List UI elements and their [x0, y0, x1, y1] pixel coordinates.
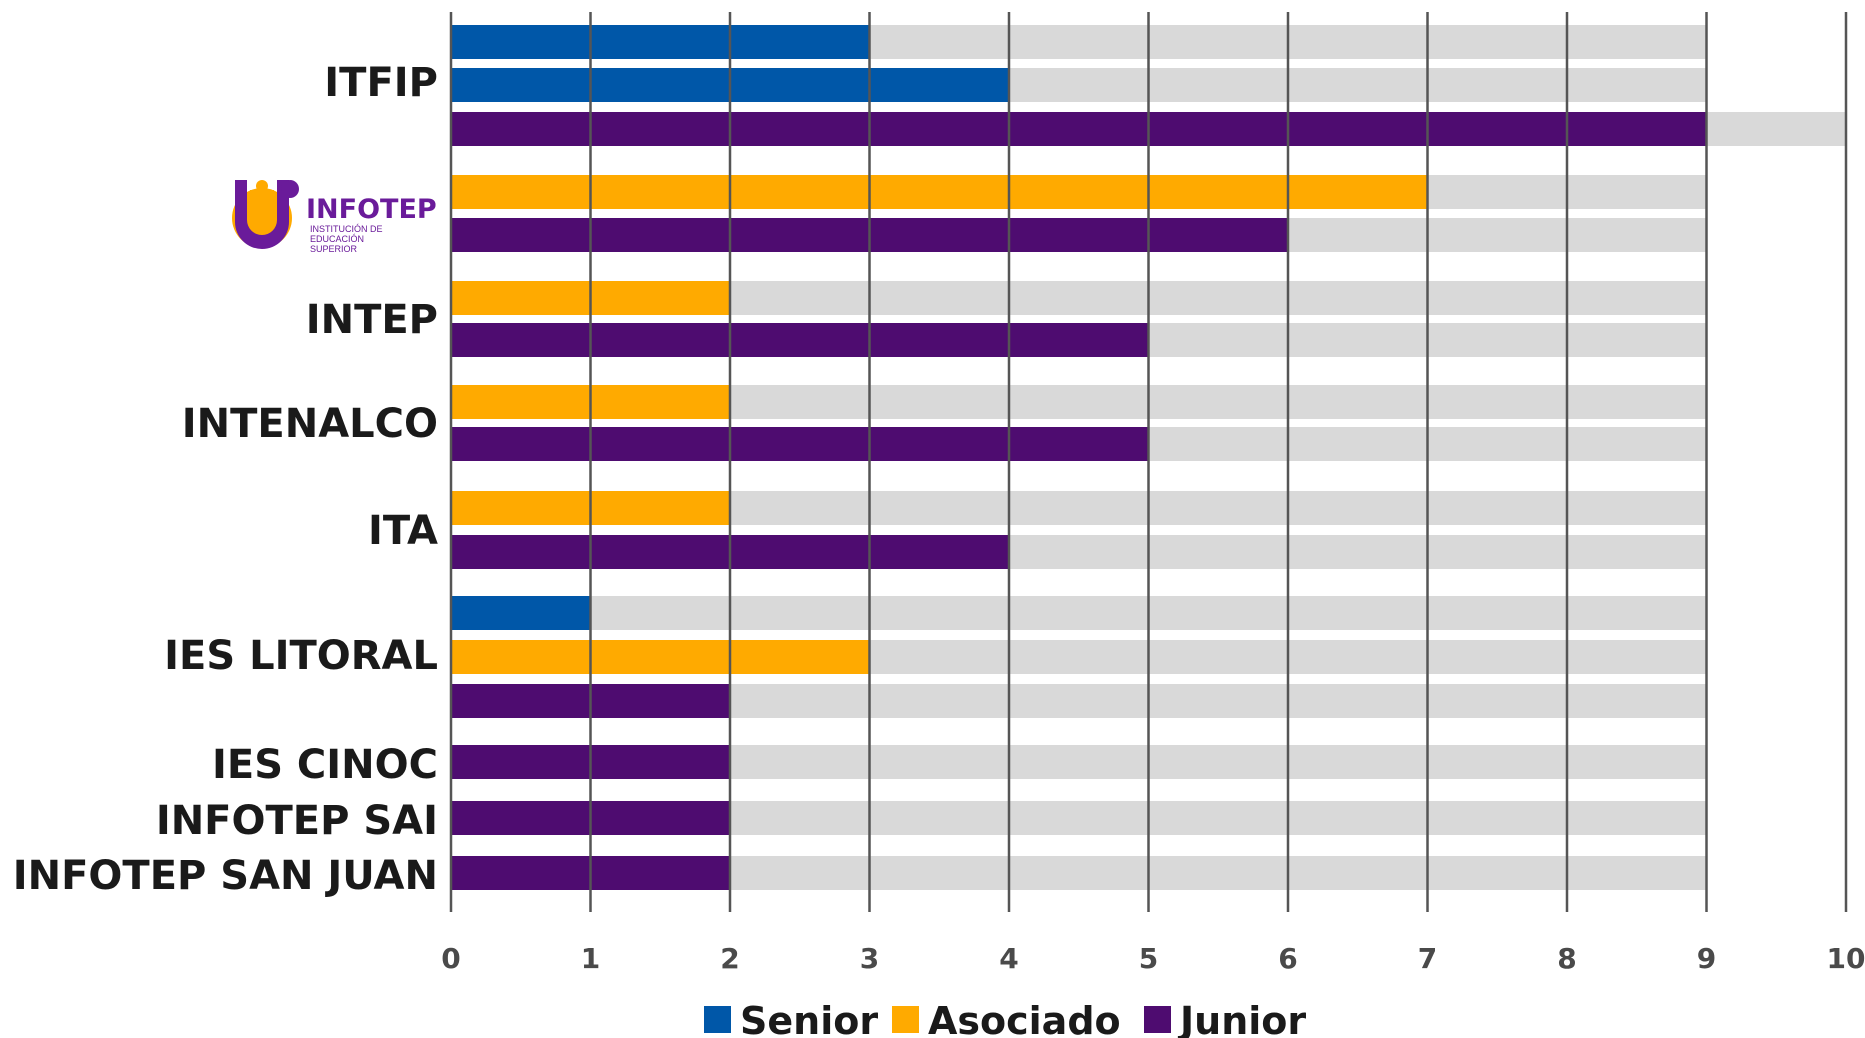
legend-label-asociado: Asociado: [928, 999, 1121, 1038]
x-axis-ticks: 0 1 2 3 4 5 6 7 8 9 10: [441, 942, 1865, 975]
bar-asociado: [451, 640, 870, 674]
bar-asociado: [451, 175, 1428, 209]
bar-senior: [451, 25, 870, 59]
category-label: IES LITORAL: [164, 633, 438, 679]
legend-swatch-junior: [1144, 1006, 1171, 1033]
category-label: INTENALCO: [182, 401, 438, 447]
logo-subtitle: INSTITUCIÓN DE: [310, 224, 383, 234]
x-tick-label: 0: [441, 942, 460, 975]
gridlines: [449, 12, 1848, 912]
logo-shield: [235, 180, 289, 249]
logo-subtitle: EDUCACIÓN: [310, 234, 364, 244]
legend-label-senior: Senior: [740, 999, 878, 1038]
logo-building: [250, 190, 274, 216]
x-tick-label: 10: [1827, 942, 1865, 975]
category-label: INTEP: [306, 297, 438, 343]
x-tick-label: 8: [1557, 942, 1576, 975]
legend-label-junior: Junior: [1177, 999, 1306, 1038]
category-label: ITA: [368, 508, 438, 554]
x-tick-label: 4: [999, 942, 1018, 975]
x-tick-label: 9: [1697, 942, 1716, 975]
category-label: ITFIP: [324, 60, 438, 106]
category-label: INFOTEP SAN JUAN: [13, 853, 438, 899]
bar-junior: [451, 427, 1149, 461]
legend: Senior Asociado Junior: [704, 999, 1306, 1038]
category-label: IES CINOC: [212, 742, 438, 788]
legend-swatch-senior: [704, 1006, 731, 1033]
logo-subtitle: SUPERIOR: [310, 244, 358, 254]
bar-senior: [451, 596, 591, 630]
logo-orb: [281, 180, 299, 198]
logo-dot: [256, 180, 268, 192]
legend-swatch-asociado: [892, 1006, 919, 1033]
x-tick-label: 3: [860, 942, 879, 975]
bar-track: [451, 596, 1707, 630]
x-tick-label: 2: [720, 942, 739, 975]
category-label: INFOTEP SAI: [156, 798, 438, 844]
x-tick-label: 6: [1278, 942, 1297, 975]
bar-junior: [451, 112, 1707, 146]
x-tick-label: 1: [581, 942, 600, 975]
bar-junior: [451, 323, 1149, 357]
category-labels: ITFIP INTEP INTENALCO ITA IES LITORAL IES CIN…: [13, 60, 438, 899]
x-tick-label: 7: [1418, 942, 1437, 975]
logo-wordmark: INFOTEP: [306, 194, 437, 225]
x-tick-label: 5: [1139, 942, 1158, 975]
